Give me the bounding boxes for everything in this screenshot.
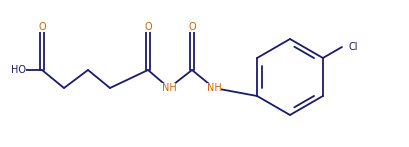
Text: Cl: Cl	[349, 42, 358, 52]
Text: NH: NH	[207, 83, 221, 93]
Text: O: O	[188, 22, 196, 32]
Text: NH: NH	[162, 83, 176, 93]
Text: HO: HO	[11, 65, 25, 75]
Text: O: O	[144, 22, 152, 32]
Text: O: O	[38, 22, 46, 32]
